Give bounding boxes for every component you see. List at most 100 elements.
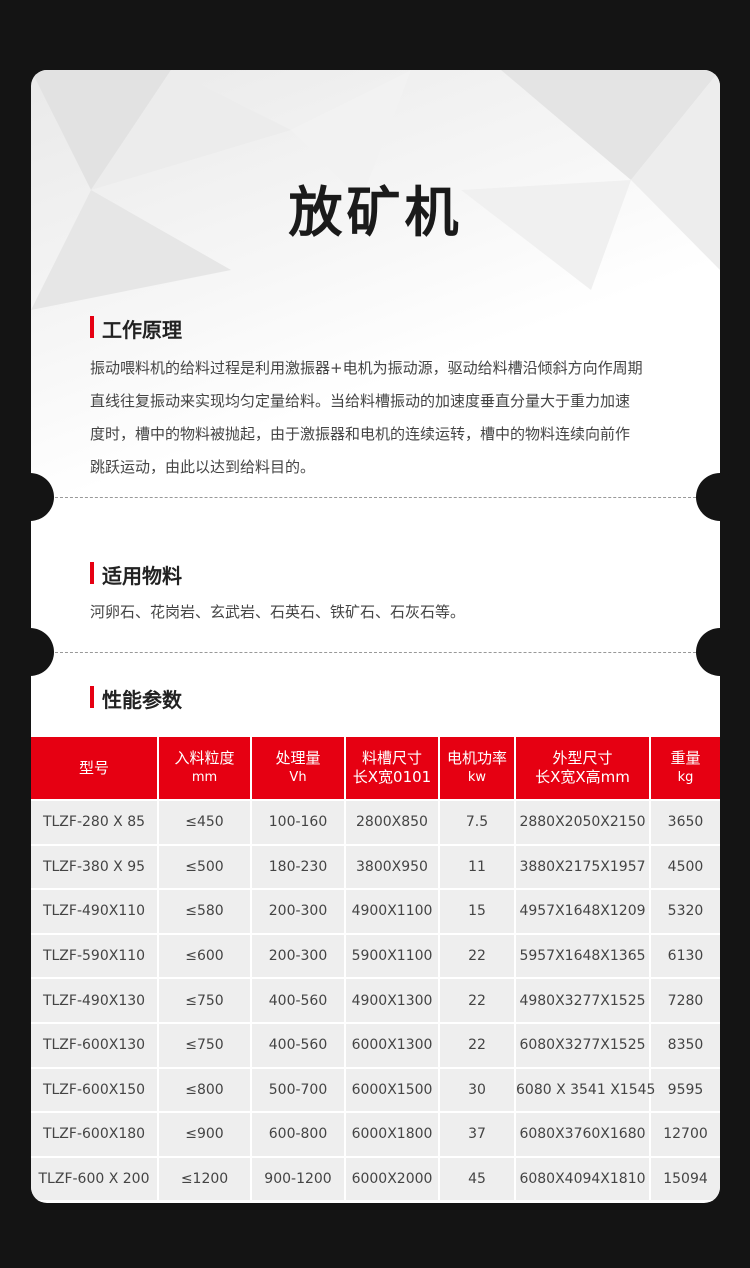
notch-left xyxy=(6,473,54,521)
table-cell: TLZF-600X130 xyxy=(31,1021,159,1069)
table-cell: 200-300 xyxy=(250,932,346,980)
table-cell: 5320 xyxy=(649,888,720,935)
table-cell: 6080X3760X1680 xyxy=(514,1111,651,1158)
column-header: 重量 kg xyxy=(649,737,720,801)
header-label: 重量 xyxy=(670,749,701,767)
background-polygons xyxy=(31,70,720,310)
header-label: 型号 xyxy=(78,758,109,777)
table-cell: 3650 xyxy=(649,799,720,846)
table-cell: ≤800 xyxy=(157,1066,252,1114)
table-cell: 9595 xyxy=(649,1066,720,1114)
table-cell: TLZF-280 X 85 xyxy=(31,799,159,846)
table-row: TLZF-590X110 ≤600 200-300 5900X1100 22 5957X1… xyxy=(31,932,720,980)
table-cell: 180-230 xyxy=(250,843,346,891)
table-cell: 6080X4094X1810 xyxy=(514,1155,651,1203)
table-cell: 6000X2000 xyxy=(344,1155,440,1203)
table-cell: 6000X1800 xyxy=(344,1111,440,1158)
table-cell: 900-1200 xyxy=(250,1155,346,1203)
principle-text: 振动喂料机的给料过程是利用激振器+电机为振动源，驱动给料槽沿倾斜方向作周期 直线… xyxy=(90,352,690,484)
table-cell: 600-800 xyxy=(250,1111,346,1158)
table-cell: 2880X2050X2150 xyxy=(514,799,651,846)
table-row: TLZF-600X150 ≤800 500-700 6000X1500 30 6080 X… xyxy=(31,1066,720,1114)
table-cell: 22 xyxy=(438,932,516,980)
header-unit: kw xyxy=(467,770,487,785)
table-cell: 3800X950 xyxy=(344,843,440,891)
table-cell: ≤580 xyxy=(157,888,252,935)
table-cell: 15094 xyxy=(649,1155,720,1203)
table-cell: 4957X1648X1209 xyxy=(514,888,651,935)
table-cell: 200-300 xyxy=(250,888,346,935)
text-line: 振动喂料机的给料过程是利用激振器+电机为振动源，驱动给料槽沿倾斜方向作周期 xyxy=(90,359,643,377)
table-cell: 7.5 xyxy=(438,799,516,846)
divider xyxy=(55,652,696,653)
section-heading-params: 性能参数 xyxy=(90,684,182,713)
header-unit: 长X宽X高mm xyxy=(535,768,630,786)
table-cell: ≤750 xyxy=(157,977,252,1024)
text-line: 直线往复振动来实现均匀定量给料。当给料槽振动的加速度垂直分量大于重力加速 xyxy=(90,392,631,410)
table-cell: TLZF-600 X 200 xyxy=(31,1155,159,1203)
table-cell: 6000X1500 xyxy=(344,1066,440,1114)
table-cell: 6130 xyxy=(649,932,720,980)
table-cell: TLZF-590X110 xyxy=(31,932,159,980)
table-row: TLZF-600X130 ≤750 400-560 6000X1300 22 6080X3… xyxy=(31,1021,720,1069)
column-header: 电机功率 kw xyxy=(438,737,516,801)
table-cell: 4980X3277X1525 xyxy=(514,977,651,1024)
header-label: 电机功率 xyxy=(446,749,507,767)
header-label: 料槽尺寸 xyxy=(361,749,422,767)
column-header: 外型尺寸 长X宽X高mm xyxy=(514,737,651,801)
table-cell: 400-560 xyxy=(250,1021,346,1069)
text-line: 跳跃运动，由此以达到给料目的。 xyxy=(90,458,316,476)
divider xyxy=(55,497,696,498)
table-cell: 400-560 xyxy=(250,977,346,1024)
table-cell: 6080 X 3541 X1545 xyxy=(514,1066,655,1114)
table-cell: 4900X1300 xyxy=(344,977,440,1024)
header-unit: mm xyxy=(191,770,218,785)
table-cell: 100-160 xyxy=(250,799,346,846)
table-cell: 15 xyxy=(438,888,516,935)
column-header: 型号 xyxy=(31,737,159,801)
table-cell: 37 xyxy=(438,1111,516,1158)
table-cell: ≤900 xyxy=(157,1111,252,1158)
column-header: 入料粒度 mm xyxy=(157,737,252,801)
table-cell: ≤1200 xyxy=(157,1155,252,1203)
table-cell: 6080X3277X1525 xyxy=(514,1021,651,1069)
header-label: 外型尺寸 xyxy=(552,749,613,767)
table-cell: TLZF-600X180 xyxy=(31,1111,159,1158)
table-cell: ≤750 xyxy=(157,1021,252,1069)
table-cell: 500-700 xyxy=(250,1066,346,1114)
table-cell: ≤500 xyxy=(157,843,252,891)
column-header: 处理量 Vh xyxy=(250,737,346,801)
table-row: TLZF-490X130 ≤750 400-560 4900X1300 22 4980X3… xyxy=(31,977,720,1024)
table-cell: 2800X850 xyxy=(344,799,440,846)
notch-right xyxy=(696,628,744,676)
product-card: 放矿机 工作原理 振动喂料机的给料过程是利用激振器+电机为振动源，驱动给料槽沿倾… xyxy=(31,70,720,1203)
table-cell: TLZF-600X150 xyxy=(31,1066,159,1114)
table-cell: 22 xyxy=(438,977,516,1024)
table-cell: 4900X1100 xyxy=(344,888,440,935)
header-unit: Vh xyxy=(289,770,307,785)
table-cell: 4500 xyxy=(649,843,720,891)
spec-table: 型号 入料粒度 mm 处理量 Vh 料槽尺寸 长X宽0101 电机功率 kw 外型尺寸 长X宽X高m… xyxy=(31,737,720,1203)
table-row: TLZF-600X180 ≤900 600-800 6000X1800 37 6080X3… xyxy=(31,1111,720,1158)
column-header: 料槽尺寸 长X宽0101 xyxy=(344,737,440,801)
materials-text: 河卵石、花岗岩、玄武岩、石英石、铁矿石、石灰石等。 xyxy=(90,603,466,621)
header-label: 处理量 xyxy=(275,749,321,767)
notch-left xyxy=(6,628,54,676)
table-cell: 5900X1100 xyxy=(344,932,440,980)
table-cell: 7280 xyxy=(649,977,720,1024)
header-label: 入料粒度 xyxy=(174,749,235,767)
table-row: TLZF-490X110 ≤580 200-300 4900X1100 15 4957X1… xyxy=(31,888,720,935)
table-cell: TLZF-490X110 xyxy=(31,888,159,935)
section-heading-materials: 适用物料 xyxy=(90,560,182,589)
table-cell: 12700 xyxy=(649,1111,720,1158)
table-cell: 45 xyxy=(438,1155,516,1203)
table-cell: 6000X1300 xyxy=(344,1021,440,1069)
table-cell: ≤450 xyxy=(157,799,252,846)
table-cell: TLZF-380 X 95 xyxy=(31,843,159,891)
header-unit: 长X宽0101 xyxy=(352,768,432,786)
table-row: TLZF-380 X 95 ≤500 180-230 3800X950 11 3880X2… xyxy=(31,843,720,891)
table-cell: ≤600 xyxy=(157,932,252,980)
table-cell: 5957X1648X1365 xyxy=(514,932,651,980)
table-cell: 30 xyxy=(438,1066,516,1114)
table-cell: 3880X2175X1957 xyxy=(514,843,651,891)
